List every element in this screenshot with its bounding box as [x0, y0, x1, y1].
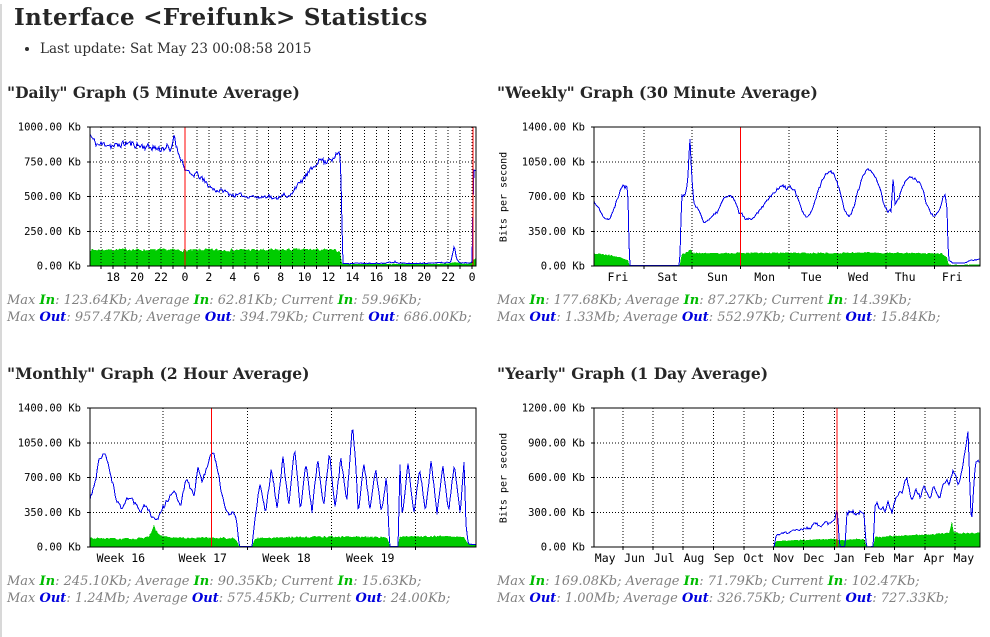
svg-text:6: 6 [253, 270, 260, 284]
yearly-graph-image: 0.00 Kb 300.00 Kb 600.00 Kb 900.00 Kb 1200.0… [522, 403, 981, 565]
monthly-graph-image: 0.00 Kb 350.00 Kb 700.00 Kb 1050.00 Kb 1400.… [18, 403, 477, 565]
svg-text:14: 14 [346, 270, 360, 284]
svg-text:Sun: Sun [707, 270, 728, 284]
stats-monthly-in: Max In: 245.10Kb; Average In: 90.35Kb; C… [7, 574, 422, 589]
svg-text:750.00 Kb: 750.00 Kb [24, 156, 81, 168]
svg-text:Sat: Sat [657, 270, 678, 284]
svg-text:Fri: Fri [608, 270, 629, 284]
stats-weekly: Max In: 177.68Kb; Average In: 87.27Kb; C… [497, 292, 990, 326]
svg-text:1050.00 Kb: 1050.00 Kb [522, 156, 585, 168]
stats-yearly-in: Max In: 169.08Kb; Average In: 71.79Kb; C… [497, 574, 920, 589]
svg-text:Week 19: Week 19 [346, 551, 395, 565]
graph-section-yearly: "Yearly" Graph (1 Day Average) Bits per … [492, 326, 990, 607]
svg-text:Week 17: Week 17 [178, 551, 227, 565]
stats-monthly: Max In: 245.10Kb; Average In: 90.35Kb; C… [7, 573, 492, 607]
svg-text:May: May [595, 551, 616, 565]
svg-text:1050.00 Kb: 1050.00 Kb [18, 437, 81, 449]
graph-title-yearly: "Yearly" Graph (1 Day Average) [497, 364, 769, 383]
svg-text:Thu: Thu [895, 270, 916, 284]
svg-text:18: 18 [393, 270, 407, 284]
svg-text:Jan: Jan [834, 551, 855, 565]
svg-text:350.00 Kb: 350.00 Kb [24, 507, 81, 519]
svg-text:0.00 Kb: 0.00 Kb [37, 261, 81, 273]
svg-text:4: 4 [229, 270, 236, 284]
svg-text:Fri: Fri [942, 270, 963, 284]
svg-text:Tue: Tue [801, 270, 822, 284]
svg-text:12: 12 [322, 270, 336, 284]
stats-yearly: Max In: 169.08Kb; Average In: 71.79Kb; C… [497, 573, 990, 607]
svg-text:2: 2 [205, 270, 212, 284]
svg-text:Feb: Feb [864, 551, 885, 565]
bits-per-second-label: Bits per second [498, 151, 510, 243]
graph-title-weekly: "Weekly" Graph (30 Minute Average) [497, 83, 818, 102]
svg-text:Mar: Mar [894, 551, 915, 565]
last-update-text: Last update: Sat May 23 00:08:58 2015 [40, 41, 990, 57]
svg-text:Wed: Wed [848, 270, 869, 284]
daily-graph-image: 0.00 Kb 250.00 Kb 500.00 Kb 750.00 Kb 1000.0… [18, 122, 477, 284]
svg-text:900.00 Kb: 900.00 Kb [528, 437, 585, 449]
graph-section-weekly: "Weekly" Graph (30 Minute Average) Bits … [492, 73, 990, 326]
svg-text:Jul: Jul [654, 551, 675, 565]
graph-section-daily: "Daily" Graph (5 Minute Average) 0.00 Kb… [2, 73, 492, 326]
svg-text:1400.00 Kb: 1400.00 Kb [18, 403, 81, 415]
svg-text:10: 10 [298, 270, 312, 284]
page-title: Interface <Freifunk> Statistics [14, 4, 428, 31]
svg-text:18: 18 [106, 270, 120, 284]
bits-per-second-label: Bits per second [498, 432, 510, 524]
graph-section-monthly: "Monthly" Graph (2 Hour Average) 0.00 Kb… [2, 326, 492, 607]
svg-text:350.00 Kb: 350.00 Kb [528, 226, 585, 238]
svg-text:Week 16: Week 16 [97, 551, 146, 565]
stats-yearly-out: Max Out: 1.00Mb; Average Out: 326.75Kb; … [497, 591, 949, 606]
svg-text:0.00 Kb: 0.00 Kb [37, 542, 81, 554]
svg-text:20: 20 [417, 270, 431, 284]
svg-text:0.00 Kb: 0.00 Kb [541, 542, 585, 554]
yearly-chart-row: Bits per second 0.00 Kb 300.00 Kb 600.00 K… [497, 396, 990, 570]
svg-text:0.00 Kb: 0.00 Kb [541, 261, 585, 273]
svg-text:Apr: Apr [924, 551, 945, 565]
svg-text:Dec: Dec [804, 551, 825, 565]
svg-text:300.00 Kb: 300.00 Kb [528, 507, 585, 519]
weekly-chart-row: Bits per second 0.00 Kb 350.00 Kb 700.00 K… [497, 115, 990, 289]
svg-text:500.00 Kb: 500.00 Kb [24, 191, 81, 203]
stats-weekly-out: Max Out: 1.33Mb; Average Out: 552.97Kb; … [497, 310, 941, 325]
svg-text:22: 22 [154, 270, 168, 284]
stats-weekly-in: Max In: 177.68Kb; Average In: 87.27Kb; C… [497, 293, 912, 308]
graph-title-daily: "Daily" Graph (5 Minute Average) [7, 83, 300, 102]
update-list: Last update: Sat May 23 00:08:58 2015 [24, 41, 990, 57]
svg-text:Mon: Mon [754, 270, 775, 284]
svg-text:Aug: Aug [684, 551, 705, 565]
stats-monthly-out: Max Out: 1.24Mb; Average Out: 575.45Kb; … [7, 591, 451, 606]
y-axis-legend-yearly: Bits per second [497, 396, 511, 570]
svg-text:700.00 Kb: 700.00 Kb [528, 191, 585, 203]
svg-text:Oct: Oct [743, 551, 764, 565]
svg-text:Nov: Nov [774, 551, 795, 565]
svg-text:Jun: Jun [624, 551, 645, 565]
stats-daily-out: Max Out: 957.47Kb; Average Out: 394.79Kb… [7, 310, 472, 325]
svg-text:1000.00 Kb: 1000.00 Kb [18, 122, 81, 134]
svg-text:250.00 Kb: 250.00 Kb [24, 226, 81, 238]
svg-text:22: 22 [441, 270, 455, 284]
svg-text:Sep: Sep [714, 551, 735, 565]
daily-chart-row: 0.00 Kb 250.00 Kb 500.00 Kb 750.00 Kb 1000.0… [7, 115, 492, 289]
page: Interface <Freifunk> Statistics Last upd… [2, 4, 990, 607]
svg-text:16: 16 [369, 270, 383, 284]
monthly-chart-row: 0.00 Kb 350.00 Kb 700.00 Kb 1050.00 Kb 1400.… [7, 396, 492, 570]
svg-text:20: 20 [130, 270, 144, 284]
svg-text:8: 8 [277, 270, 284, 284]
svg-text:1400.00 Kb: 1400.00 Kb [522, 122, 585, 134]
svg-text:0: 0 [469, 270, 476, 284]
svg-text:May: May [953, 551, 974, 565]
svg-text:1200.00 Kb: 1200.00 Kb [522, 403, 585, 415]
stats-daily-in: Max In: 123.64Kb; Average In: 62.81Kb; C… [7, 293, 422, 308]
svg-text:700.00 Kb: 700.00 Kb [24, 472, 81, 484]
stats-daily: Max In: 123.64Kb; Average In: 62.81Kb; C… [7, 292, 492, 326]
svg-text:0: 0 [181, 270, 188, 284]
y-axis-legend-weekly: Bits per second [497, 115, 511, 289]
graph-title-monthly: "Monthly" Graph (2 Hour Average) [7, 364, 310, 383]
svg-text:Week 18: Week 18 [262, 551, 311, 565]
graphs-grid: "Daily" Graph (5 Minute Average) 0.00 Kb… [2, 73, 990, 607]
weekly-graph-image: 0.00 Kb 350.00 Kb 700.00 Kb 1050.00 Kb 1400.… [522, 122, 981, 284]
svg-text:600.00 Kb: 600.00 Kb [528, 472, 585, 484]
